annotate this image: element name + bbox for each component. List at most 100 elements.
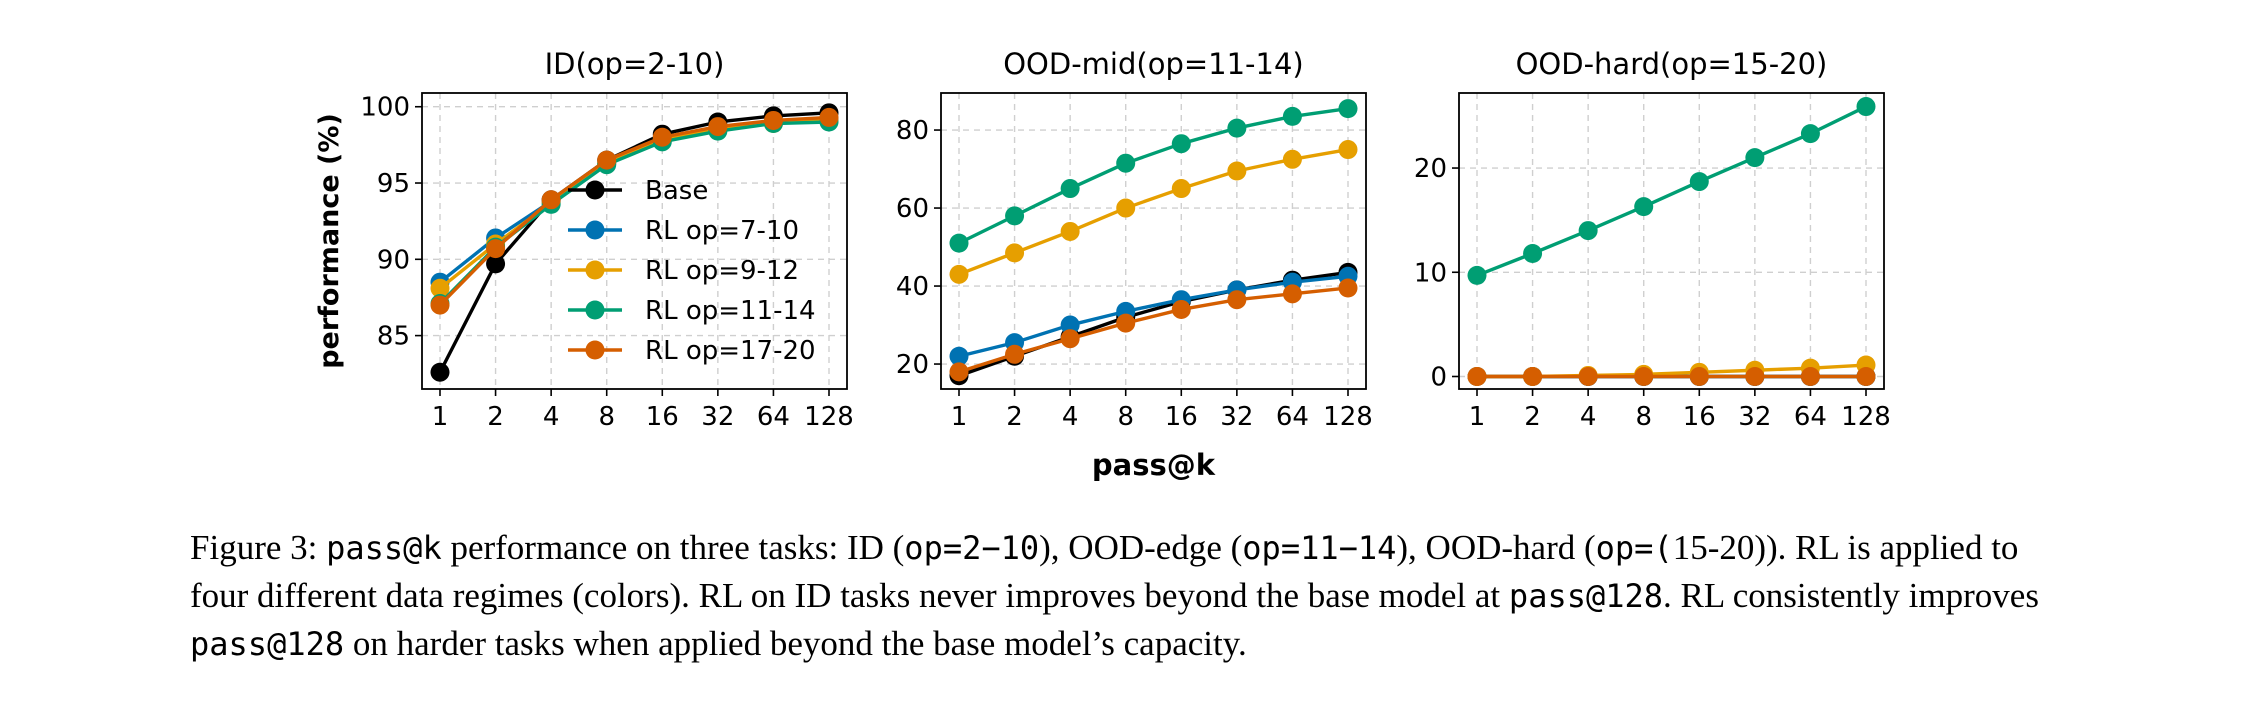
data-point — [486, 254, 506, 274]
data-point — [1060, 329, 1080, 349]
axes-frame — [1458, 92, 1885, 390]
subplot-ood-hard: 1 2 4 8 16 32 64 128 0 10 20 OOD-hard(op=15-20) — [1414, 47, 1891, 432]
data-point — [1689, 366, 1709, 386]
caption-text-6: on harder tasks when applied beyond the … — [344, 624, 1247, 663]
y-tick-label: 100 — [360, 93, 410, 123]
caption-figure-label: Figure 3: — [190, 528, 327, 567]
data-point — [1060, 221, 1080, 241]
data-point — [1689, 172, 1709, 192]
data-point — [1282, 284, 1302, 304]
figure-panel: 1 2 4 8 16 32 64 128859095100ID(op=2-10)perform… — [314, 47, 1891, 482]
x-tick-label: 64 — [1794, 402, 1827, 432]
caption-code-passk: pass@k — [326, 529, 442, 567]
data-point — [708, 117, 728, 137]
x-tick-label: 2 — [1006, 402, 1023, 432]
data-point — [430, 278, 450, 298]
x-tick-label: 64 — [757, 402, 790, 432]
data-point — [1800, 124, 1820, 144]
caption-text-4: 15-20)). RL is applied to four different… — [190, 528, 2019, 615]
legend-label: RL op=17-20 — [645, 336, 816, 366]
legend-marker — [585, 300, 605, 320]
data-point — [1745, 148, 1765, 168]
x-tick-label: 8 — [1117, 402, 1134, 432]
axes-frame — [940, 92, 1367, 390]
x-tick-label: 8 — [1635, 402, 1652, 432]
data-point — [1338, 99, 1358, 119]
series-line-3 — [1476, 105, 1867, 277]
x-tick-label: 1 — [432, 402, 449, 432]
data-point — [949, 346, 969, 366]
y-tick-label: 60 — [896, 194, 929, 224]
legend-marker — [585, 260, 605, 280]
data-point — [1800, 366, 1820, 386]
x-tick-label: 4 — [1062, 402, 1079, 432]
data-point — [430, 362, 450, 382]
data-point — [1467, 265, 1487, 285]
x-tick-label: 4 — [1580, 402, 1597, 432]
caption-text-2: ), OOD-edge ( — [1039, 528, 1243, 567]
x-axis-label: pass@k — [1092, 448, 1216, 482]
x-tick-label: 16 — [646, 402, 679, 432]
subplot-title: ID(op=2-10) — [545, 47, 725, 81]
data-point — [1227, 290, 1247, 310]
data-point — [1116, 198, 1136, 218]
data-point — [1116, 153, 1136, 173]
legend-label: RL op=7-10 — [645, 216, 799, 246]
caption-code-id-range: op=2−10 — [904, 529, 1040, 567]
data-point — [541, 190, 561, 210]
y-tick-label: 20 — [896, 350, 929, 380]
x-tick-label: 32 — [701, 402, 734, 432]
x-tick-label: 2 — [487, 402, 504, 432]
x-tick-label: 16 — [1165, 402, 1198, 432]
caption-code-pass128-b: pass@128 — [190, 625, 345, 663]
data-point — [430, 295, 450, 315]
subplot-title: OOD-hard(op=15-20) — [1516, 47, 1828, 81]
x-tick-label: 2 — [1524, 402, 1541, 432]
subplot-ood-mid: 1 2 4 8 16 32 64 128 20 40 60 80 OOD-mid(op=11-14) pa… — [896, 47, 1373, 482]
data-point — [1227, 118, 1247, 138]
x-tick-label: 8 — [598, 402, 615, 432]
y-tick-label: 40 — [896, 272, 929, 302]
subplot-title: OOD-mid(op=11-14) — [1003, 47, 1304, 81]
caption-text-1: performance on three tasks: ID ( — [441, 528, 905, 567]
data-point — [1634, 197, 1654, 217]
data-point — [1005, 344, 1025, 364]
data-point — [1005, 206, 1025, 226]
caption-code-pass128-a: pass@128 — [1508, 577, 1664, 615]
caption-code-hard-prefix: op=( — [1595, 529, 1673, 567]
data-point — [1005, 243, 1025, 263]
data-point — [1634, 366, 1654, 386]
legend: Base RL op=7-10 RL op=9-12 RL op=11-14 RL op… — [568, 176, 816, 366]
legend-marker — [585, 180, 605, 200]
data-point — [1227, 161, 1247, 181]
data-point — [1282, 149, 1302, 169]
data-point — [486, 239, 506, 259]
data-point — [1578, 221, 1598, 241]
x-tick-label: 1 — [951, 402, 968, 432]
caption-text-5: . RL consistently improves — [1663, 576, 2039, 615]
x-tick-label: 128 — [1841, 402, 1891, 432]
x-tick-label: 64 — [1276, 402, 1309, 432]
y-tick-label: 10 — [1414, 258, 1447, 288]
legend-label: RL op=11-14 — [645, 296, 816, 326]
x-tick-label: 32 — [1220, 402, 1253, 432]
data-point — [949, 233, 969, 253]
x-tick-label: 128 — [1323, 402, 1373, 432]
x-tick-label: 1 — [1469, 402, 1486, 432]
data-point — [652, 127, 672, 147]
data-point — [1060, 179, 1080, 199]
y-tick-label: 0 — [1430, 362, 1447, 392]
data-point — [1578, 366, 1598, 386]
data-point — [1171, 179, 1191, 199]
x-tick-label: 4 — [543, 402, 560, 432]
data-point — [1523, 366, 1543, 386]
data-point — [1856, 366, 1876, 386]
data-point — [949, 362, 969, 382]
x-tick-label: 16 — [1683, 402, 1716, 432]
data-point — [949, 264, 969, 284]
y-tick-label: 80 — [896, 116, 929, 146]
data-point — [763, 110, 783, 130]
data-point — [1171, 299, 1191, 319]
subplot-id: 1 2 4 8 16 32 64 128 85 90 95 100 ID(op=2-10) perform… — [314, 47, 854, 432]
data-point — [1116, 313, 1136, 333]
